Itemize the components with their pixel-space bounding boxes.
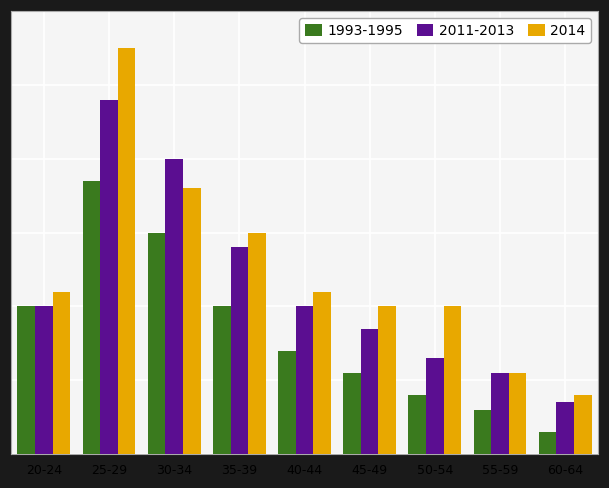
Bar <box>52 292 70 454</box>
Bar <box>361 328 379 454</box>
Bar <box>278 351 296 454</box>
Bar <box>343 373 361 454</box>
Bar <box>230 247 248 454</box>
Bar <box>509 373 527 454</box>
Bar <box>557 403 574 454</box>
Bar <box>474 410 491 454</box>
Bar <box>313 292 331 454</box>
Bar <box>213 306 230 454</box>
Bar <box>35 306 52 454</box>
Bar <box>379 306 396 454</box>
Bar <box>574 395 592 454</box>
Bar <box>491 373 509 454</box>
Bar <box>183 188 200 454</box>
Bar <box>539 432 557 454</box>
Legend: 1993-1995, 2011-2013, 2014: 1993-1995, 2011-2013, 2014 <box>300 18 591 43</box>
Bar <box>148 233 165 454</box>
Bar <box>296 306 313 454</box>
Bar <box>17 306 35 454</box>
Bar <box>409 395 426 454</box>
Bar <box>444 306 461 454</box>
Bar <box>82 181 100 454</box>
Bar <box>118 48 135 454</box>
Bar <box>426 358 444 454</box>
Bar <box>248 233 266 454</box>
Bar <box>165 159 183 454</box>
Bar <box>100 100 118 454</box>
